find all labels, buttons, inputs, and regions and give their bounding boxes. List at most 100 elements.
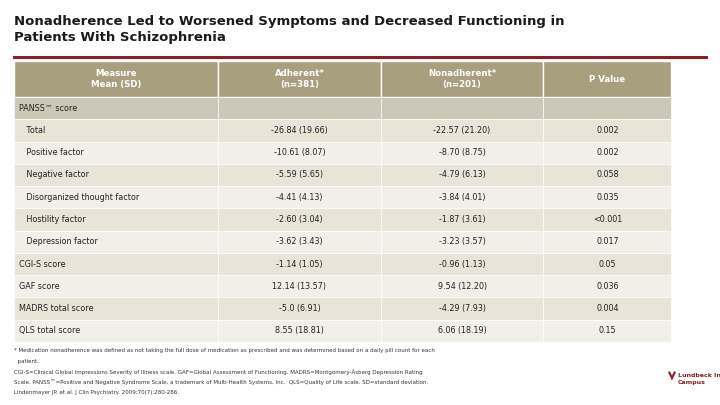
Bar — [14, 164, 218, 186]
Bar — [218, 141, 381, 164]
Text: -10.61 (8.07): -10.61 (8.07) — [274, 148, 325, 157]
Text: Measure
Mean (SD): Measure Mean (SD) — [91, 69, 141, 89]
Bar — [218, 230, 381, 253]
Text: -3.23 (3.57): -3.23 (3.57) — [438, 237, 485, 246]
Text: -22.57 (21.20): -22.57 (21.20) — [433, 126, 491, 135]
Text: Nonadherence Led to Worsened Symptoms and Decreased Functioning in
Patients With: Nonadherence Led to Worsened Symptoms an… — [14, 15, 564, 45]
Text: 0.002: 0.002 — [596, 126, 618, 135]
Bar — [218, 208, 381, 230]
Text: 12.14 (13.57): 12.14 (13.57) — [272, 282, 326, 291]
Text: 0.035: 0.035 — [596, 193, 618, 202]
Text: Adherent*
(n=381): Adherent* (n=381) — [274, 69, 325, 89]
Bar — [14, 61, 218, 97]
Bar — [544, 208, 671, 230]
Text: CGI-S score: CGI-S score — [19, 260, 66, 269]
Text: -3.62 (3.43): -3.62 (3.43) — [276, 237, 323, 246]
Text: 0.017: 0.017 — [596, 237, 618, 246]
Bar — [381, 230, 544, 253]
Bar — [544, 141, 671, 164]
Bar — [544, 61, 671, 97]
Bar — [218, 297, 381, 320]
Bar — [544, 253, 671, 275]
Bar — [381, 61, 544, 97]
Bar — [544, 119, 671, 141]
Text: -4.79 (6.13): -4.79 (6.13) — [438, 171, 485, 179]
Text: Lundbeck Institute
Campus: Lundbeck Institute Campus — [678, 373, 720, 385]
Text: 0.05: 0.05 — [598, 260, 616, 269]
Text: MADRS total score: MADRS total score — [19, 304, 94, 313]
Bar — [381, 320, 544, 342]
Text: Total: Total — [19, 126, 45, 135]
Text: 8.55 (18.81): 8.55 (18.81) — [275, 326, 324, 335]
Text: Scale. PANSS™=Positive and Negative Syndrome Scale, a trademark of Multi-Health : Scale. PANSS™=Positive and Negative Synd… — [14, 379, 428, 385]
Text: -4.29 (7.93): -4.29 (7.93) — [438, 304, 485, 313]
Text: Disorganized thought factor: Disorganized thought factor — [19, 193, 139, 202]
Bar — [381, 97, 544, 119]
Text: Depression factor: Depression factor — [19, 237, 98, 246]
Text: 0.004: 0.004 — [596, 304, 618, 313]
Bar — [381, 297, 544, 320]
Text: PANSS™ score: PANSS™ score — [19, 104, 77, 113]
Text: -5.0 (6.91): -5.0 (6.91) — [279, 304, 320, 313]
Text: <0.001: <0.001 — [593, 215, 622, 224]
Bar — [381, 141, 544, 164]
Text: P Value: P Value — [590, 75, 626, 83]
Text: Negative factor: Negative factor — [19, 171, 89, 179]
Text: CGI-S=Clinical Global Impressions Severity of Illness scale. GAF=Global Assessme: CGI-S=Clinical Global Impressions Severi… — [14, 369, 423, 375]
Text: 0.058: 0.058 — [596, 171, 618, 179]
Text: -2.60 (3.04): -2.60 (3.04) — [276, 215, 323, 224]
Text: -8.70 (8.75): -8.70 (8.75) — [438, 148, 485, 157]
Text: patient.: patient. — [14, 358, 39, 364]
Bar — [218, 275, 381, 297]
Bar — [14, 297, 218, 320]
Text: * Medication nonadherence was defined as not taking the full dose of medication : * Medication nonadherence was defined as… — [14, 348, 435, 353]
Bar — [544, 186, 671, 208]
Text: Positive factor: Positive factor — [19, 148, 84, 157]
Bar — [218, 186, 381, 208]
Text: 6.06 (18.19): 6.06 (18.19) — [438, 326, 487, 335]
Text: -1.14 (1.05): -1.14 (1.05) — [276, 260, 323, 269]
Bar — [218, 253, 381, 275]
Bar — [218, 61, 381, 97]
Bar — [381, 275, 544, 297]
Bar — [218, 164, 381, 186]
Text: Hostility factor: Hostility factor — [19, 215, 86, 224]
Bar — [544, 320, 671, 342]
Text: Lindenmayer JP. et al. J Clin Psychiatry. 2009;70(7):280-286.: Lindenmayer JP. et al. J Clin Psychiatry… — [14, 390, 179, 395]
Bar — [14, 97, 218, 119]
Text: 9.54 (12.20): 9.54 (12.20) — [438, 282, 487, 291]
Bar — [544, 297, 671, 320]
Bar — [14, 119, 218, 141]
Text: -4.41 (4.13): -4.41 (4.13) — [276, 193, 323, 202]
Bar — [14, 230, 218, 253]
Text: Nonadherent*
(n=201): Nonadherent* (n=201) — [428, 69, 496, 89]
Text: 0.002: 0.002 — [596, 148, 618, 157]
Bar — [14, 208, 218, 230]
Text: -5.59 (5.65): -5.59 (5.65) — [276, 171, 323, 179]
Bar — [381, 164, 544, 186]
Bar — [381, 208, 544, 230]
Bar — [218, 97, 381, 119]
Text: -0.96 (1.13): -0.96 (1.13) — [438, 260, 485, 269]
Bar — [14, 253, 218, 275]
Bar — [218, 119, 381, 141]
Bar — [544, 164, 671, 186]
Text: -26.84 (19.66): -26.84 (19.66) — [271, 126, 328, 135]
Bar — [14, 275, 218, 297]
Text: 0.15: 0.15 — [598, 326, 616, 335]
Bar — [218, 320, 381, 342]
Bar — [14, 320, 218, 342]
Bar — [381, 186, 544, 208]
Text: GAF score: GAF score — [19, 282, 60, 291]
Bar — [544, 230, 671, 253]
Text: -3.84 (4.01): -3.84 (4.01) — [438, 193, 485, 202]
Text: QLS total score: QLS total score — [19, 326, 80, 335]
Text: -1.87 (3.61): -1.87 (3.61) — [438, 215, 485, 224]
Bar — [544, 97, 671, 119]
Text: 0.036: 0.036 — [596, 282, 618, 291]
Bar — [381, 119, 544, 141]
Bar — [544, 275, 671, 297]
Bar — [381, 253, 544, 275]
Bar — [14, 141, 218, 164]
Bar — [14, 186, 218, 208]
